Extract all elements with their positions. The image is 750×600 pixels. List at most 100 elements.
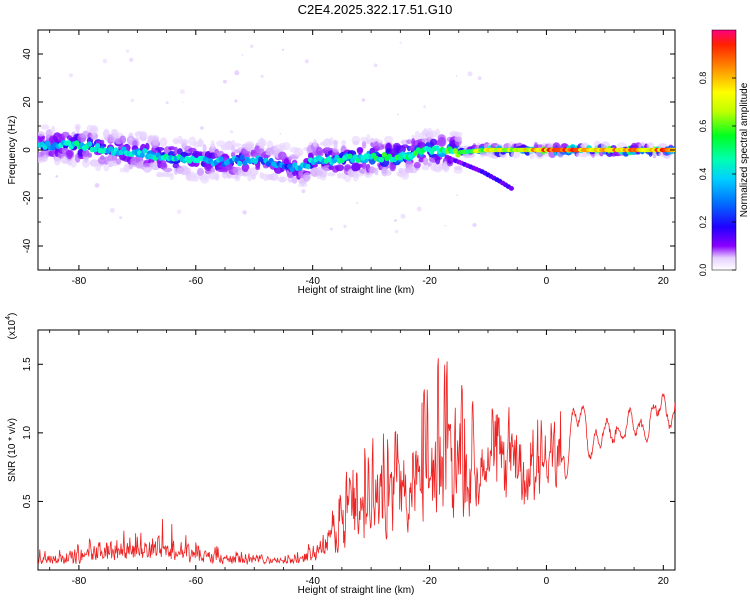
snr-xlabel: Height of straight line (km) — [298, 585, 415, 596]
snr-ytick-label: 1.5 — [22, 357, 33, 371]
spectrogram-speckle — [399, 41, 402, 44]
spectrogram-speckle — [130, 98, 135, 103]
spectrogram-ridge-cell — [452, 148, 458, 154]
spectrogram-cell — [302, 172, 311, 182]
spectrogram-ridge-cell — [87, 141, 93, 147]
spectrogram-cell — [172, 163, 180, 169]
spectrogram-cell — [168, 146, 176, 151]
spectrogram-cell — [92, 128, 97, 137]
spectrogram-cell — [156, 171, 164, 178]
spectrogram-cell — [70, 158, 77, 168]
spectrogram-speckle — [397, 113, 399, 116]
spectrogram-speckle — [361, 98, 366, 102]
spectrogram-cell — [87, 152, 93, 158]
spectrogram-cell — [414, 130, 420, 141]
spectrogram-cell — [361, 140, 367, 149]
spectrogram-cell — [298, 183, 308, 188]
spectrogram-speckle — [230, 130, 234, 134]
spectrogram-speckle — [477, 76, 482, 81]
spectrogram-speckle — [301, 189, 306, 194]
spectrogram-ytick-label: -40 — [22, 238, 33, 253]
spectrogram-speckle — [223, 79, 227, 84]
spectrogram-speckle — [304, 59, 309, 64]
spectrogram-cell — [333, 139, 338, 150]
spectrogram-cell — [282, 142, 291, 151]
spectrogram-ridge-cell — [45, 140, 51, 147]
spectrogram-speckle — [55, 175, 59, 178]
colorbar-tick-label: 0.4 — [698, 168, 708, 181]
spectrogram-ridge-cell — [305, 163, 311, 170]
spectrogram-cell — [75, 125, 80, 134]
colorbar-scale — [711, 29, 737, 271]
spectrogram-cell — [435, 154, 441, 165]
spectrogram-speckle — [281, 48, 285, 51]
spectrogram-cell — [41, 154, 49, 162]
spectrogram-speckle — [472, 223, 477, 227]
spectrogram-speckle — [330, 227, 333, 231]
spectrogram-cell — [529, 149, 535, 160]
spectrogram-cell — [360, 136, 368, 142]
spectrogram-speckle — [242, 210, 247, 215]
spectrogram-cell — [82, 149, 90, 157]
spectrogram-cell — [351, 135, 361, 145]
spectrogram-xtick-label: -80 — [72, 276, 87, 287]
spectrogram-xtick-label: 0 — [544, 276, 550, 287]
spectrogram-cell — [90, 132, 99, 140]
spectrogram-cell — [241, 163, 250, 172]
spectrogram-speckle — [279, 132, 282, 135]
snr-multiplier-suffix: ) — [7, 313, 18, 316]
spectrogram-cell — [244, 143, 255, 152]
spectrogram-speckle — [68, 73, 73, 78]
spectrogram-cell — [119, 135, 127, 144]
spectrogram-speckle — [179, 89, 185, 95]
spectrogram-cell — [40, 124, 50, 130]
spectrogram-panel: -80 -60 -40 -20 0 20 -40 -20 0 20 40 Height of str… — [7, 29, 676, 296]
spectrogram-ytick-label: 20 — [22, 96, 33, 108]
spectrogram-cell — [453, 131, 463, 137]
spectrogram-cell — [370, 142, 375, 148]
spectrogram-cell — [315, 146, 323, 156]
spectrogram-cell — [107, 154, 114, 162]
spectrogram-cell — [65, 149, 74, 157]
colorbar-label: Normalized spectral amplitude — [739, 82, 750, 217]
spectrogram-cell — [53, 156, 61, 166]
spectrogram-cell — [465, 152, 476, 158]
spectrogram-cell — [202, 144, 207, 152]
spectrogram-cell — [328, 137, 334, 146]
spectrogram-cell — [406, 139, 413, 145]
spectrogram-cell — [384, 135, 394, 144]
colorbar-tick-label: 0.2 — [698, 216, 708, 229]
spectrogram-cell — [366, 134, 371, 144]
spectrogram-cell — [336, 172, 343, 179]
spectrogram-speckle — [126, 49, 130, 53]
spectrogram-cell — [453, 165, 463, 171]
spectrogram-ridge-cell — [121, 146, 127, 152]
spectrogram-ridge-cell — [218, 156, 224, 162]
spectrogram-ridge-cell — [95, 143, 101, 149]
spectrogram-cell — [438, 136, 446, 146]
spectrogram-xtick-label: -60 — [189, 276, 204, 287]
spectrogram-speckle — [119, 216, 122, 220]
spectrogram-cell — [247, 174, 253, 182]
spectrogram-cell — [103, 165, 110, 172]
snr-ylabel: SNR (10 * v/v) — [7, 418, 18, 482]
spectrogram-cell — [594, 152, 601, 157]
spectrogram-speckle — [129, 57, 134, 62]
snr-xtick-label: 20 — [658, 576, 670, 587]
spectrogram-cell — [221, 170, 229, 179]
spectrogram-speckle — [165, 101, 169, 105]
spectrogram-cell — [151, 136, 160, 146]
spectrogram-ridge-cell — [239, 154, 245, 161]
spectrogram-cell — [154, 147, 165, 151]
spectrogram-speckle — [234, 99, 238, 103]
snr-multiplier-prefix: (x10 — [7, 319, 18, 339]
spectrogram-speckle — [400, 213, 406, 219]
spectrogram-cell — [324, 138, 331, 146]
spectrogram-ridge-cell — [108, 146, 114, 152]
spectrogram-speckle — [356, 201, 359, 205]
spectrogram-speckle — [394, 219, 397, 222]
spectrogram-cell — [100, 139, 105, 145]
spectrogram-ylabel: Frequency (Hz) — [7, 116, 18, 185]
spectrogram-cell — [116, 158, 122, 165]
spectrogram-ridge-cell — [142, 148, 148, 154]
